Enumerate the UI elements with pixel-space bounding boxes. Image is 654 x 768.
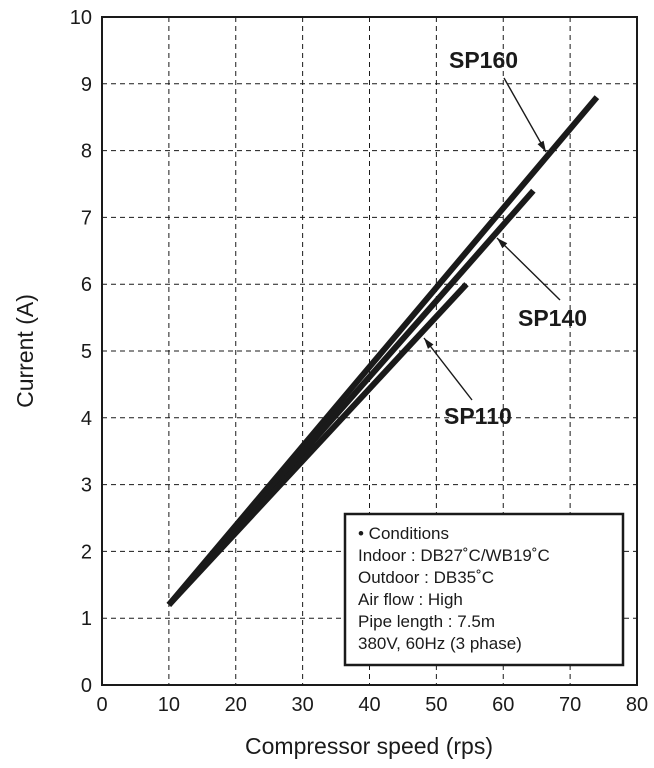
y-tick-label: 5 [81, 341, 92, 363]
y-tick-label: 9 [81, 74, 92, 96]
y-tick-label: 3 [81, 475, 92, 497]
series-label-sp140: SP140 [518, 305, 587, 331]
conditions-line: Outdoor : DB35˚C [358, 568, 494, 587]
plot-frame [101, 16, 638, 686]
y-tick-label: 7 [81, 207, 92, 229]
series-label-sp160: SP160 [449, 47, 518, 73]
x-tick-label: 10 [158, 694, 180, 716]
y-tick-label: 8 [81, 141, 92, 163]
series-labels: SP160 SP140 SP110 [423, 47, 587, 429]
conditions-line: Indoor : DB27˚C/WB19˚C [358, 546, 550, 565]
y-tick-label: 2 [81, 541, 92, 563]
x-tick-labels: 0 10 20 30 40 50 60 70 80 [96, 694, 648, 716]
x-tick-label: 30 [292, 694, 314, 716]
y-axis-label: Current (A) [12, 294, 38, 408]
arrowhead [497, 238, 508, 249]
series-label-sp110: SP110 [444, 403, 512, 429]
leader-line [496, 237, 561, 301]
y-tick-label: 1 [81, 608, 92, 630]
x-tick-label: 50 [425, 694, 447, 716]
leader-line [423, 337, 473, 401]
series-lines [166, 95, 600, 607]
x-axis-label: Compressor speed (rps) [245, 733, 493, 759]
conditions-line: Air flow : High [358, 590, 463, 609]
x-tick-label: 80 [626, 694, 648, 716]
x-tick-label: 40 [358, 694, 380, 716]
y-tick-labels: 0 1 2 3 4 5 6 7 8 9 10 [70, 7, 92, 697]
conditions-box: • Conditions Indoor : DB27˚C/WB19˚C Outd… [343, 512, 625, 667]
x-tick-label: 60 [492, 694, 514, 716]
y-tick-label: 10 [70, 7, 92, 29]
series-line-sp110 [166, 282, 469, 607]
arrowhead [537, 140, 546, 152]
y-tick-label: 6 [81, 274, 92, 296]
leader-line [503, 77, 547, 153]
conditions-line: Pipe length : 7.5m [358, 612, 495, 631]
arrowhead [424, 338, 434, 349]
x-tick-label: 0 [96, 694, 107, 716]
conditions-line: 380V, 60Hz (3 phase) [358, 634, 522, 653]
x-tick-label: 20 [225, 694, 247, 716]
y-tick-label: 4 [81, 408, 92, 430]
y-tick-label: 0 [81, 675, 92, 697]
conditions-title: • Conditions [358, 524, 449, 543]
x-tick-label: 70 [559, 694, 581, 716]
